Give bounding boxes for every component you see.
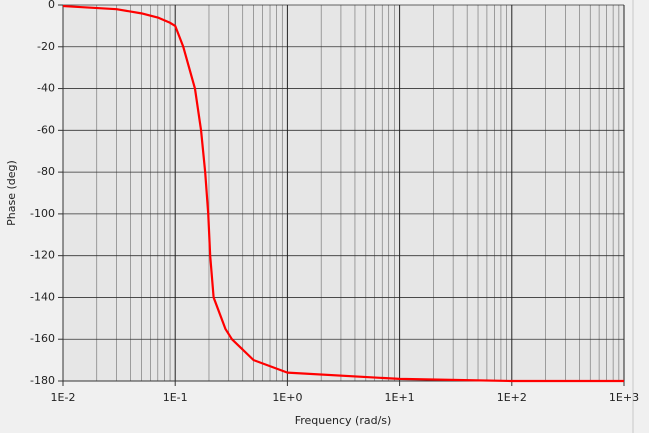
x-tick-label: 1E-1 xyxy=(163,391,188,404)
y-tick-label: 0 xyxy=(48,0,55,11)
y-tick-label: -180 xyxy=(30,374,55,387)
y-tick-label: -80 xyxy=(37,165,55,178)
x-tick-label: 1E-2 xyxy=(51,391,76,404)
x-tick-label: 1E+2 xyxy=(497,391,527,404)
y-tick-label: -120 xyxy=(30,249,55,262)
y-axis-label: Phase (deg) xyxy=(5,160,18,226)
x-tick-label: 1E+1 xyxy=(385,391,415,404)
x-axis-label: Frequency (rad/s) xyxy=(295,414,392,427)
y-tick-label: -20 xyxy=(37,40,55,53)
y-tick-label: -40 xyxy=(37,82,55,95)
x-tick-label: 1E+0 xyxy=(272,391,302,404)
y-tick-label: -160 xyxy=(30,332,55,345)
x-tick-label: 1E+3 xyxy=(609,391,639,404)
y-tick-label: -100 xyxy=(30,207,55,220)
phase-line xyxy=(62,4,624,383)
y-tick-label: -60 xyxy=(37,123,55,136)
plot-area xyxy=(63,5,624,381)
y-tick-label: -140 xyxy=(30,290,55,303)
